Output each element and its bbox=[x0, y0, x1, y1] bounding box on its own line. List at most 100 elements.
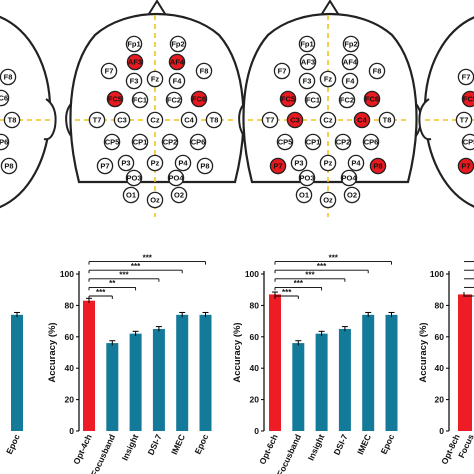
electrode-label: FC2 bbox=[340, 96, 354, 105]
significance-label: *** bbox=[317, 262, 327, 271]
electrode-cp5: CP5 bbox=[276, 133, 294, 151]
electrode-marker bbox=[161, 133, 179, 151]
electrode-label: P8 bbox=[373, 162, 382, 171]
electrode-marker bbox=[205, 111, 223, 129]
electrode-label: F3 bbox=[303, 77, 312, 86]
electrode-c4: C4 bbox=[180, 111, 198, 129]
electrode-po4: PO4 bbox=[340, 169, 357, 187]
electrode-label: P7 bbox=[461, 162, 470, 171]
electrode-marker bbox=[378, 111, 396, 129]
electrode-marker bbox=[170, 186, 188, 204]
electrode-marker bbox=[290, 154, 308, 172]
electrode-cp1: CP1 bbox=[131, 133, 149, 151]
electrode-label: FC5 bbox=[281, 95, 295, 104]
electrode-label: FC6 bbox=[365, 95, 379, 104]
y-tick-label: 80 bbox=[65, 300, 75, 310]
electrode-cp2: CP2 bbox=[334, 133, 352, 151]
left-ear bbox=[418, 98, 432, 141]
electrode-marker bbox=[455, 111, 473, 129]
electrode-p7: P7 bbox=[96, 157, 114, 175]
nose bbox=[319, 0, 341, 18]
electrode-marker bbox=[100, 62, 118, 80]
electrode-marker bbox=[334, 133, 352, 151]
electrode-label: P7 bbox=[273, 162, 282, 171]
electrode-label: O1 bbox=[299, 191, 309, 200]
electrode-label: PO3 bbox=[299, 174, 314, 183]
electrode-label: Pz bbox=[151, 159, 160, 168]
y-tick-label: 0 bbox=[439, 426, 444, 436]
electrode-cp6: CP6 bbox=[362, 133, 380, 151]
y-axis-title: Accuracy (%) bbox=[232, 322, 243, 382]
electrode-pz: Pz bbox=[146, 154, 164, 172]
significance-label: *** bbox=[305, 271, 315, 280]
y-tick-label: 20 bbox=[65, 395, 75, 405]
electrode-label: CP5 bbox=[463, 138, 474, 147]
electrode-label: AF4 bbox=[343, 58, 358, 67]
y-tick-label: 0 bbox=[254, 426, 259, 436]
electrode-cp6: CP6 bbox=[0, 133, 10, 151]
electrode-label: F7 bbox=[462, 73, 471, 82]
electrode-fc5: FC5 bbox=[461, 90, 474, 108]
electrode-marker bbox=[269, 157, 287, 175]
electrode-marker bbox=[146, 70, 164, 88]
electrode-marker bbox=[299, 53, 317, 71]
head-map-1: Fp1 Fp2 AF3 AF4 F7 F3 Fz F4 F8 FC5 FC1 FC2 FC6 T7 C3 Cz… bbox=[65, 0, 249, 217]
electrode-label: FC5 bbox=[463, 95, 474, 104]
electrode-label: F8 bbox=[200, 67, 209, 76]
electrode-label: CP1 bbox=[306, 138, 321, 147]
electrode-label: T7 bbox=[266, 116, 275, 125]
significance-label: *** bbox=[143, 253, 153, 262]
y-tick-label: 80 bbox=[435, 300, 445, 310]
y-tick-label: 0 bbox=[69, 426, 74, 436]
bar-focusband bbox=[292, 343, 305, 431]
electrode-label: C4 bbox=[184, 116, 194, 125]
electrode-marker bbox=[461, 133, 474, 151]
electrode-marker bbox=[343, 186, 361, 204]
electrode-marker bbox=[286, 111, 304, 129]
electrode-fc5: FC5 bbox=[279, 90, 297, 108]
electrode-label: Fp2 bbox=[171, 40, 184, 49]
electrode-c4: C4 bbox=[353, 111, 371, 129]
electrode-label: FC1 bbox=[133, 96, 147, 105]
bar-opt-8ch bbox=[458, 294, 472, 431]
electrode-label: T8 bbox=[383, 116, 392, 125]
electrode-marker bbox=[131, 91, 149, 109]
bar-epoc bbox=[199, 314, 212, 431]
electrode-fz: Fz bbox=[146, 70, 164, 88]
head-map-partial-left: F8 FC6 T8 CP6 P8 bbox=[0, 15, 57, 209]
electrode-label: CP1 bbox=[133, 138, 148, 147]
x-tick-label: Epoc bbox=[378, 432, 396, 455]
electrode-label: O1 bbox=[126, 191, 136, 200]
electrode-marker bbox=[189, 133, 207, 151]
electrode-fc1: FC1 bbox=[304, 91, 322, 109]
electrode-marker bbox=[0, 133, 10, 151]
electrode-marker bbox=[0, 68, 17, 86]
electrode-fc6: FC6 bbox=[363, 90, 381, 108]
electrode-marker bbox=[295, 186, 313, 204]
electrode-cz: Cz bbox=[146, 111, 164, 129]
bar-opt-6ch bbox=[269, 294, 281, 431]
significance-label: *** bbox=[294, 279, 304, 288]
electrode-f8: F8 bbox=[195, 62, 213, 80]
electrode-af4: AF4 bbox=[168, 53, 186, 71]
electrode-label: FC1 bbox=[306, 96, 320, 105]
electrode-marker bbox=[131, 133, 149, 151]
electrode-marker bbox=[369, 157, 387, 175]
x-tick-label: Insight bbox=[306, 432, 327, 462]
electrode-o2: O2 bbox=[343, 186, 361, 204]
eeg-headmaps: Fp1 Fp2 AF3 AF4 F7 F3 Fz F4 F8 FC5 FC1 FC2 FC6 T7 C3 Cz… bbox=[0, 0, 474, 217]
electrode-label: CP6 bbox=[191, 138, 206, 147]
electrode-label: F8 bbox=[373, 67, 382, 76]
electrode-label: T7 bbox=[93, 116, 102, 125]
significance-label: ** bbox=[109, 279, 116, 288]
electrode-marker bbox=[168, 53, 186, 71]
electrode-p3: P3 bbox=[117, 154, 135, 172]
electrode-label: T8 bbox=[8, 116, 17, 125]
x-tick-label: DSI-7 bbox=[331, 432, 349, 456]
head-outline bbox=[423, 16, 474, 208]
bar-opt-4ch bbox=[83, 300, 95, 431]
x-tick-label: Insight bbox=[120, 432, 141, 462]
head-outline bbox=[0, 15, 52, 209]
